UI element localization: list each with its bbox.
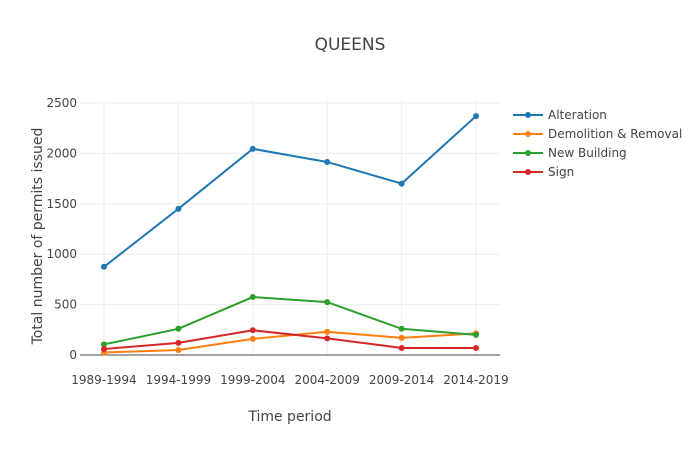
x-tick-label: 1994-1999 [146,373,211,387]
data-point [175,346,182,353]
legend-item[interactable]: Sign [513,165,574,179]
y-axis-label: Total number of permits issued [30,128,46,346]
data-point [473,344,479,351]
legend: Alteration Demolition & Removal New Buildi… [513,108,682,179]
y-tick-label: 1000 [46,247,77,261]
y-axis-ticks: 0 500 1000 1500 2000 2500 [46,96,77,362]
chart-title: QUEENS [315,35,386,55]
data-point [175,205,182,212]
data-point [249,335,256,342]
legend-label: Demolition & Removal [548,127,682,141]
legend-label: Alteration [548,108,607,122]
data-point [398,180,405,187]
legend-item[interactable]: Demolition & Removal [513,127,682,141]
y-tick-label: 2000 [46,146,77,160]
data-point [324,328,331,335]
x-tick-label: 2009-2014 [369,373,434,387]
y-tick-label: 500 [54,298,77,312]
legend-item[interactable]: Alteration [513,108,607,122]
data-point [249,294,256,301]
legend-marker [525,131,531,137]
series-sign [101,327,479,352]
y-tick-label: 2500 [46,96,77,110]
series-line [103,296,477,346]
data-point [473,331,479,338]
x-tick-label: 1989-1994 [71,373,136,387]
legend-label: New Building [548,146,627,160]
gridlines [80,100,500,356]
data-point [175,339,182,346]
series-alteration [101,113,479,270]
series-line [103,330,477,354]
x-tick-label: 1999-2004 [220,373,285,387]
data-point [473,113,479,120]
x-tick-label: 2014-2019 [443,373,508,387]
data-point [324,299,331,306]
data-point [101,345,107,352]
data-point [398,325,405,332]
series-line [103,329,476,350]
data-point [249,327,256,334]
series-new-building [101,294,479,348]
data-point [324,335,331,342]
plot-area [101,113,479,356]
x-tick-label: 2004-2009 [294,373,359,387]
x-axis-label: Time period [247,409,331,425]
legend-label: Sign [548,165,574,179]
data-point [398,344,405,351]
series-line [103,115,477,268]
y-tick-label: 0 [69,348,77,362]
data-point [324,158,331,165]
data-point [101,341,107,348]
y-tick-label: 1500 [46,197,77,211]
legend-marker [525,169,531,175]
data-point [249,145,256,152]
data-point [101,263,107,270]
data-point [398,334,405,341]
data-point [175,325,182,332]
legend-marker [525,150,531,156]
legend-item[interactable]: New Building [513,146,627,160]
legend-marker [525,112,531,118]
x-axis-ticks: 1989-1994 1994-1999 1999-2004 2004-2009 2009… [71,373,508,387]
